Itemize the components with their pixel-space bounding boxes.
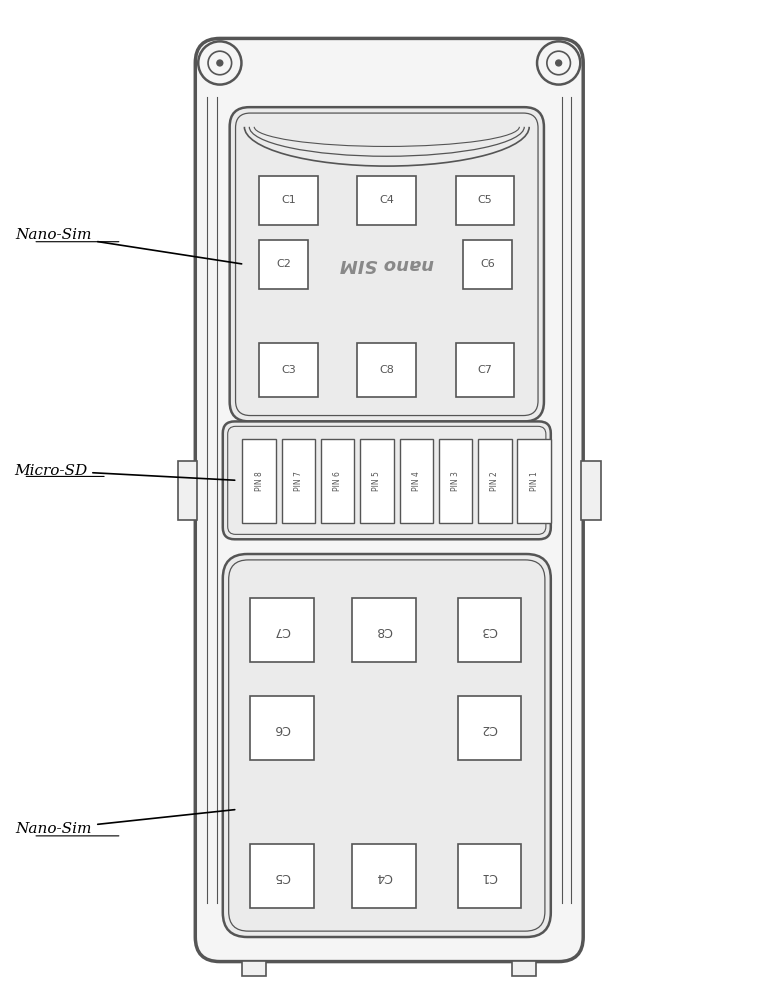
Circle shape — [556, 60, 562, 66]
Text: C8: C8 — [376, 624, 392, 637]
Text: C2: C2 — [480, 722, 497, 735]
FancyBboxPatch shape — [352, 598, 416, 662]
FancyBboxPatch shape — [195, 38, 583, 962]
Text: PIN 7: PIN 7 — [294, 471, 303, 491]
FancyBboxPatch shape — [242, 439, 276, 523]
FancyBboxPatch shape — [250, 844, 314, 908]
FancyBboxPatch shape — [230, 107, 544, 421]
Text: C8: C8 — [380, 365, 394, 375]
FancyBboxPatch shape — [518, 439, 551, 523]
Text: Nano-Sim: Nano-Sim — [16, 810, 235, 836]
FancyBboxPatch shape — [223, 421, 551, 539]
FancyBboxPatch shape — [259, 176, 318, 225]
FancyBboxPatch shape — [178, 461, 197, 520]
Text: C4: C4 — [376, 870, 392, 883]
Text: C3: C3 — [281, 365, 296, 375]
Text: C2: C2 — [276, 259, 291, 269]
Text: C1: C1 — [281, 195, 296, 205]
Text: C4: C4 — [380, 195, 394, 205]
Text: PIN 6: PIN 6 — [333, 471, 342, 491]
FancyBboxPatch shape — [458, 598, 521, 662]
Text: C6: C6 — [480, 259, 496, 269]
FancyBboxPatch shape — [455, 176, 515, 225]
FancyBboxPatch shape — [458, 696, 521, 760]
FancyBboxPatch shape — [282, 439, 315, 523]
FancyBboxPatch shape — [455, 343, 515, 397]
FancyBboxPatch shape — [361, 439, 394, 523]
FancyBboxPatch shape — [321, 439, 354, 523]
Bar — [242, 961, 266, 976]
FancyBboxPatch shape — [399, 439, 433, 523]
FancyBboxPatch shape — [439, 439, 472, 523]
FancyBboxPatch shape — [357, 176, 416, 225]
Text: nano SIM: nano SIM — [340, 255, 434, 273]
Text: C5: C5 — [273, 870, 290, 883]
FancyBboxPatch shape — [259, 343, 318, 397]
FancyBboxPatch shape — [259, 240, 308, 289]
Text: PIN 5: PIN 5 — [373, 471, 382, 491]
Text: Nano-Sim: Nano-Sim — [16, 228, 241, 264]
Text: Micro-SD: Micro-SD — [14, 464, 235, 480]
FancyBboxPatch shape — [250, 696, 314, 760]
Text: C5: C5 — [477, 195, 493, 205]
Text: C3: C3 — [480, 624, 497, 637]
Text: C1: C1 — [480, 870, 497, 883]
FancyBboxPatch shape — [357, 343, 416, 397]
FancyBboxPatch shape — [581, 461, 601, 520]
Text: PIN 8: PIN 8 — [254, 471, 263, 491]
Text: PIN 2: PIN 2 — [490, 471, 499, 491]
Text: C6: C6 — [273, 722, 290, 735]
FancyBboxPatch shape — [464, 240, 512, 289]
Text: C7: C7 — [273, 624, 290, 637]
Text: PIN 1: PIN 1 — [530, 471, 539, 491]
Circle shape — [217, 60, 223, 66]
FancyBboxPatch shape — [352, 844, 416, 908]
Text: C7: C7 — [477, 365, 493, 375]
Bar — [512, 961, 536, 976]
FancyBboxPatch shape — [478, 439, 512, 523]
FancyBboxPatch shape — [250, 598, 314, 662]
Text: PIN 4: PIN 4 — [411, 471, 420, 491]
FancyBboxPatch shape — [223, 554, 551, 937]
Text: PIN 3: PIN 3 — [451, 471, 460, 491]
FancyBboxPatch shape — [458, 844, 521, 908]
